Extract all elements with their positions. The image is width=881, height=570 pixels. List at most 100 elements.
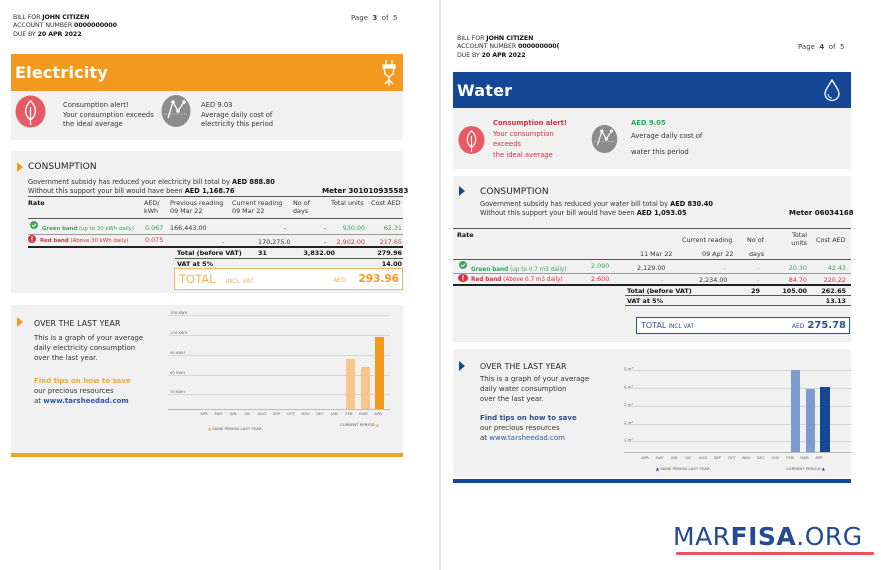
consumption-title: CONSUMPTION — [480, 187, 549, 197]
x-tick: APR — [374, 411, 382, 416]
bars — [624, 364, 852, 452]
col-label: kWh — [144, 207, 159, 215]
x-tick: NOV — [301, 411, 310, 416]
total-days: 31 — [258, 249, 267, 257]
footer-bar — [453, 479, 851, 483]
x-tick: OCT — [728, 455, 736, 460]
total-before-vat-value: 279.96 — [377, 249, 402, 257]
check-circle-icon — [30, 221, 38, 229]
band-desc: (up to 0.7 m3 daily) — [510, 267, 567, 273]
without-support-line: Without this support your bill would hav… — [28, 187, 235, 195]
history-description: This is a graph of your average daily wa… — [480, 374, 589, 404]
col-days-2: days — [749, 250, 765, 258]
section-arrow-icon — [17, 162, 23, 172]
alert-line: Your consumption — [493, 129, 554, 138]
col-cost: Cost AED — [816, 236, 846, 244]
total-amount: 293.96 — [358, 273, 399, 285]
table-divider — [28, 196, 403, 197]
tarsheedad-link[interactable]: www.tarsheedad.com — [43, 397, 129, 405]
bill-for-label: BILL FOR — [13, 14, 41, 21]
col-label: units — [791, 239, 807, 247]
days-value: - — [323, 224, 326, 232]
col-label: days — [293, 207, 309, 215]
due-label: DUE BY — [13, 30, 36, 38]
x-tick: JAN — [331, 411, 338, 416]
y-tick: 60 KWH — [170, 370, 186, 375]
bar-apr — [820, 387, 830, 452]
water-banner: Water — [453, 72, 851, 108]
rate-value: 2.600 — [591, 275, 610, 283]
x-tick: SEP — [713, 455, 722, 460]
page-label: Page — [351, 14, 368, 22]
grid-line — [168, 394, 390, 395]
plug-icon — [382, 59, 396, 86]
table-divider — [28, 234, 403, 235]
currency-label: AED — [333, 276, 347, 284]
col-label: Current reading — [232, 199, 283, 207]
subsidy-line: Government subsidy has reduced your wate… — [480, 200, 713, 208]
total-label: TOTAL — [641, 321, 667, 330]
tips-block: Find tips on how to save our precious re… — [480, 413, 577, 443]
due-date: 20 APR 2022 — [481, 51, 526, 59]
x-tick: FEB — [345, 411, 353, 416]
units-value: 930.00 — [342, 224, 365, 232]
footer-bar — [11, 453, 403, 457]
water-page: BILL FOR JOHN CITIZEN ACCOUNT NUMBER 000… — [441, 0, 881, 570]
brand-underline — [676, 552, 874, 555]
legend-current: CURRENT PERIOD ▲ — [786, 466, 825, 471]
band-label: Red band (Above 0.7 m3 daily) — [471, 276, 563, 284]
y-tick: 5 m³ — [624, 366, 633, 371]
curr-reading-value: - — [283, 224, 286, 232]
account-number: 0000000000 — [74, 22, 117, 30]
col-rate: Rate — [28, 199, 45, 207]
daily-cost-label: Average daily cost of — [201, 110, 273, 119]
desc-line: This is a graph of your average — [480, 375, 590, 383]
triangle-up-icon: ▲ — [821, 466, 825, 471]
vat-label: VAT at 5% — [177, 260, 213, 268]
total-box: TOTAL INCL VAT AED 293.96 — [174, 268, 403, 290]
triangle-up-icon: ▲ — [656, 466, 659, 471]
col-label: Total — [792, 231, 807, 239]
band-desc: (Above 0.7 m3 daily) — [503, 277, 563, 283]
band-label: Red band (Above 30 kWh daily) — [40, 237, 128, 245]
daily-cost-label: Average daily cost of — [631, 132, 703, 140]
table-divider — [28, 246, 403, 248]
page-of: of — [381, 14, 389, 22]
total-units: 105.00 — [782, 287, 807, 295]
total-box: TOTAL INCL VAT AED 275.78 — [636, 317, 850, 334]
alert-title: Consumption alert! — [63, 101, 129, 109]
desc-line: over the last year. — [480, 395, 544, 403]
bar-mar — [361, 367, 370, 409]
page-total: 5 — [839, 43, 845, 51]
subsidy-line: Government subsidy has reduced your elec… — [28, 178, 275, 186]
cost-value: 62.31 — [383, 224, 402, 232]
water-consumption-chart: 5 m³ 4 m³ 3 m³ 2 m³ 1 m³ — [624, 364, 852, 453]
col-previous-reading: Previous reading 09 Mar 22 — [170, 199, 223, 215]
account-label: ACCOUNT NUMBER — [13, 22, 73, 30]
vat-value: 14.00 — [381, 260, 402, 268]
prev-reading-value: 2,129.00 — [637, 264, 666, 272]
grid-line — [168, 335, 390, 336]
x-tick: JUL — [685, 455, 692, 460]
incl-vat-label: INCL VAT — [668, 324, 695, 330]
x-tick: AUG — [257, 411, 267, 416]
tips-block: Find tips on how to save our precious re… — [34, 376, 131, 406]
y-tick: 4 m³ — [624, 384, 633, 389]
leaf-alert-icon — [458, 126, 485, 154]
legend-label: SAME PERIOD LAST YEAR — [660, 466, 710, 471]
grid-line — [624, 441, 852, 442]
col-date: 09 Mar 22 — [232, 207, 265, 215]
x-tick: JUN — [670, 455, 678, 460]
col-total-units: Total units — [781, 231, 807, 247]
tarsheedad-link[interactable]: www.tarsheedad.com — [489, 434, 565, 442]
without-amount: AED 1,168.76 — [184, 187, 235, 195]
x-axis-labels: APR MAY JUN JUL AUG SEP OCT NOV DEC JAN … — [638, 455, 854, 461]
bar-feb — [346, 359, 355, 409]
page-number: 3 — [372, 14, 378, 22]
col-days: No of days — [293, 199, 310, 215]
grid-line — [624, 388, 852, 389]
incl-vat-label: INCL VAT — [225, 277, 254, 285]
average-daily-cost: AED 9.05 Average daily cost of water thi… — [631, 118, 702, 160]
cost-value: 220.22 — [823, 276, 846, 284]
